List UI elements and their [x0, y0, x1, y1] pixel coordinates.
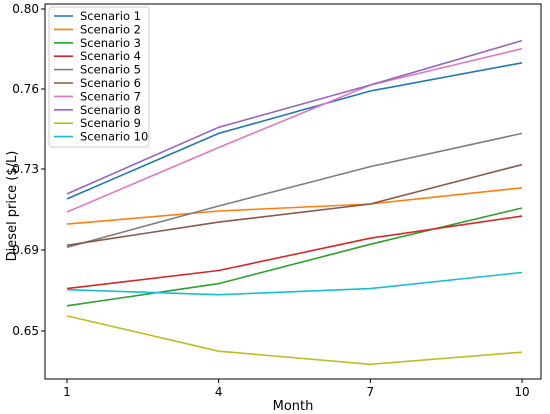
x-tick-label: 1 — [63, 385, 71, 399]
y-tick-label: 0.76 — [12, 82, 39, 96]
series-line-6 — [66, 163, 523, 247]
y-tick-label: 0.65 — [12, 324, 39, 338]
y-tick-label: 0.73 — [12, 162, 39, 176]
series-line-2 — [66, 187, 523, 225]
y-tick-label: 0.69 — [12, 243, 39, 257]
series-line-10 — [66, 271, 523, 296]
series-line-9 — [66, 315, 523, 366]
x-tick-label: 7 — [367, 385, 375, 399]
series-line-5 — [66, 132, 523, 249]
x-axis-title: Month — [273, 399, 314, 414]
series-line-4 — [66, 215, 523, 290]
series-line-7 — [66, 47, 523, 213]
x-axis-ticks: 1 4 7 10 — [63, 379, 530, 399]
y-axis-ticks: 0.65 0.69 0.73 0.76 0.80 — [12, 2, 45, 338]
legend-label: Scenario 8 — [80, 103, 141, 117]
series-line-3 — [66, 207, 523, 307]
series-line-8 — [66, 39, 523, 195]
legend-label: Scenario 3 — [80, 36, 141, 50]
legend-label: Scenario 7 — [80, 89, 141, 103]
plot-frame — [44, 3, 542, 380]
series-layer — [66, 39, 523, 366]
x-tick-label: 10 — [514, 385, 529, 399]
legend-label: Scenario 6 — [80, 76, 141, 90]
legend-label: Scenario 1 — [80, 9, 141, 23]
legend-box — [48, 6, 150, 148]
legend-label: Scenario 9 — [80, 116, 141, 130]
y-axis-title: Diesel price ($/L) — [5, 151, 20, 262]
x-tick-label: 4 — [215, 385, 223, 399]
legend-label: Scenario 4 — [80, 49, 141, 63]
legend-label: Scenario 5 — [80, 63, 141, 77]
y-tick-label: 0.80 — [12, 2, 39, 16]
legend-label: Scenario 10 — [80, 130, 148, 144]
legend-label: Scenario 2 — [80, 22, 141, 36]
series-line-1 — [66, 62, 523, 200]
